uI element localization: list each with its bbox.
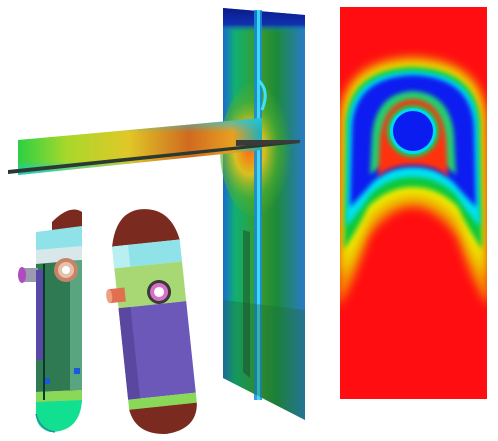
horizontal-fin [8,140,300,174]
thermal-plume-panel [340,7,487,399]
inner-cylinder [393,111,433,151]
pressure-vessel-graphic [18,209,197,434]
pressure-vessel-panel [0,200,230,441]
full-vessel [106,209,197,434]
thermal-plume-graphic [340,7,487,399]
pipe-tee-cfd-graphic [8,8,305,420]
cutaway-vessel [18,209,82,433]
pipe-tee-cfd-panel [8,8,305,420]
